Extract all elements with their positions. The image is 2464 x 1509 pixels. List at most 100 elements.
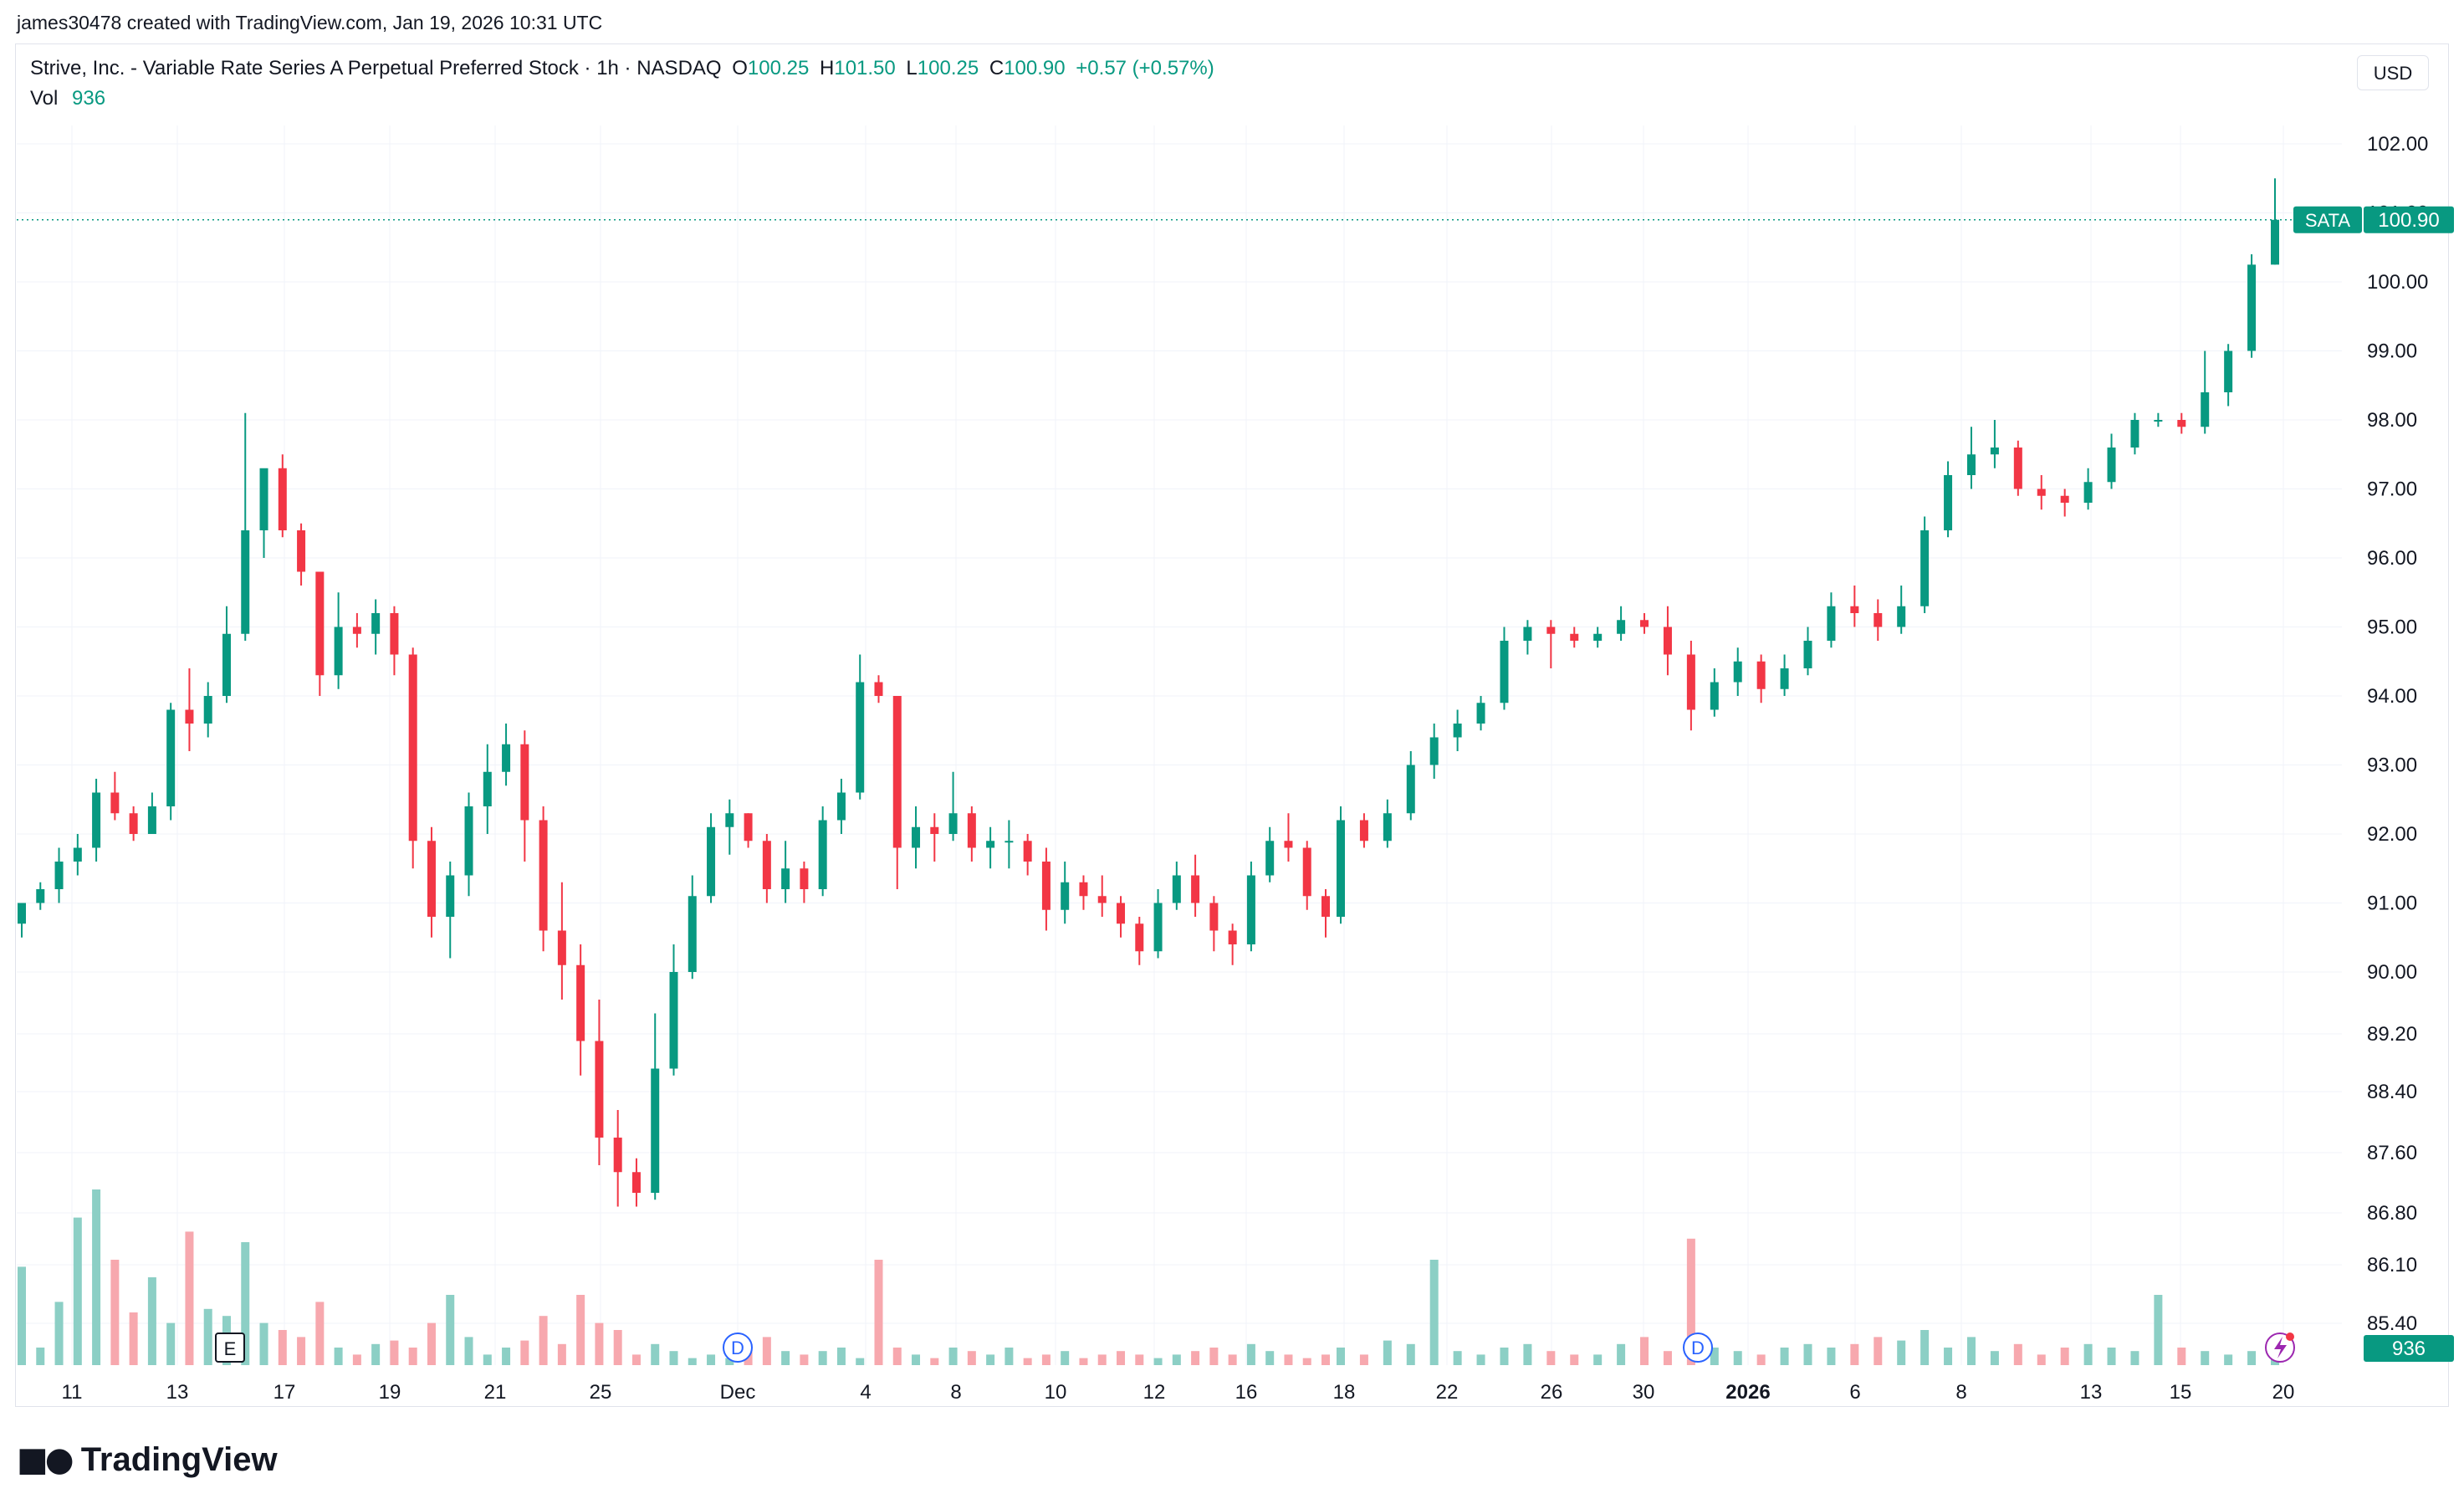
volume-bar: [1756, 1354, 1766, 1365]
currency-button[interactable]: USD: [2357, 55, 2429, 90]
volume-bar: [892, 1348, 902, 1365]
y-tick-label: 88.40: [2367, 1081, 2417, 1103]
candle-body: [2154, 420, 2163, 422]
candle-body: [241, 530, 250, 634]
candle-body: [688, 896, 697, 972]
volume-bar: [1593, 1354, 1603, 1365]
candle-body: [2130, 420, 2139, 448]
volume-bar: [1710, 1348, 1719, 1365]
volume-bar: [1406, 1343, 1415, 1365]
y-tick-label: 86.80: [2367, 1202, 2417, 1225]
candle-body: [1097, 896, 1107, 903]
candle-body: [539, 820, 548, 931]
volume-bar: [1827, 1348, 1836, 1365]
candle-body: [1523, 627, 1532, 641]
x-tick-label: 8: [1955, 1381, 1966, 1404]
y-tick-label: 89.20: [2367, 1023, 2417, 1046]
volume-bar: [1209, 1348, 1219, 1365]
candle-body: [1733, 661, 1742, 683]
volume-bar: [1172, 1354, 1181, 1365]
chart-frame[interactable]: [15, 43, 2449, 1407]
candle-body: [483, 771, 492, 806]
y-tick-label: 92.00: [2367, 823, 2417, 846]
candle-body: [874, 682, 883, 696]
volume-bar: [1079, 1358, 1088, 1365]
x-tick-label: 2026: [1725, 1381, 1770, 1404]
volume-bar: [1153, 1358, 1163, 1365]
close-value: 100.90: [1004, 57, 1066, 79]
volume-bar: [427, 1322, 436, 1365]
volume-bar: [390, 1340, 399, 1365]
volume-bar: [762, 1337, 771, 1365]
candle-body: [1023, 841, 1032, 862]
candle-body: [352, 627, 361, 634]
volume-bar: [2224, 1354, 2233, 1365]
volume-bar: [1228, 1354, 1237, 1365]
candle-body: [297, 530, 306, 572]
open-value: 100.25: [747, 57, 810, 79]
volume-bar: [1265, 1351, 1275, 1365]
candle-body: [1228, 930, 1237, 944]
candle-body: [1191, 875, 1200, 903]
volume-bar: [1500, 1348, 1509, 1365]
y-tick-label: 94.00: [2367, 685, 2417, 708]
volume-bar: [595, 1322, 604, 1365]
volume-bar: [185, 1231, 194, 1365]
candle-body: [36, 889, 45, 903]
volume-bar: [36, 1348, 45, 1365]
volume-bar: [1803, 1343, 1812, 1365]
volume-bar: [259, 1322, 268, 1365]
candle-body: [912, 826, 921, 848]
symbol-tag: [2293, 206, 2362, 233]
candle-body: [1117, 903, 1126, 924]
candle-body: [1246, 875, 1255, 944]
volume-bar: [948, 1348, 958, 1365]
candle-body: [1944, 475, 1953, 530]
volume-bar: [1944, 1348, 1953, 1365]
candle-body: [1429, 737, 1439, 765]
y-tick-label: 100.00: [2367, 271, 2428, 294]
volume-bar: [1640, 1337, 1649, 1365]
candle-body: [1617, 620, 1626, 634]
candle-body: [1803, 641, 1812, 668]
volume-bar: [278, 1330, 287, 1365]
candle-body: [92, 792, 101, 848]
candle-body: [2060, 495, 2069, 503]
volume-bar: [930, 1358, 939, 1365]
candle-body: [259, 468, 268, 530]
symbol-legend: Strive, Inc. - Variable Rate Series A Pe…: [30, 57, 1219, 80]
candle-body: [967, 813, 976, 848]
volume-bar: [1546, 1351, 1556, 1365]
candle-body: [222, 633, 231, 696]
high-label: H: [820, 57, 835, 79]
volume-bar: [557, 1343, 566, 1365]
candle-body: [948, 813, 958, 834]
volume-bar: [241, 1242, 250, 1365]
volume-bar: [1523, 1343, 1532, 1365]
candle-body: [2013, 448, 2022, 489]
y-tick-label: 93.00: [2367, 754, 2417, 777]
candle-body: [856, 682, 865, 793]
volume-label: Vol: [30, 87, 59, 110]
volume-bar: [1061, 1351, 1070, 1365]
tradingview-logo[interactable]: ■● TradingView: [17, 1440, 278, 1479]
candle-body: [781, 868, 790, 889]
candle-body: [2177, 420, 2186, 427]
volume-bar: [1990, 1351, 1999, 1365]
high-value: 101.50: [834, 57, 896, 79]
y-tick-label: 85.40: [2367, 1312, 2417, 1335]
symbol-tag-text: SATA: [2305, 210, 2351, 231]
candle-body: [613, 1138, 622, 1173]
candle-body: [1780, 668, 1789, 689]
volume-bar: [315, 1302, 325, 1365]
x-tick-label: 21: [484, 1381, 507, 1404]
candle-body: [1284, 841, 1293, 848]
x-tick-label: 6: [1849, 1381, 1860, 1404]
volume-bar: [1041, 1354, 1051, 1365]
y-tick-label: 95.00: [2367, 616, 2417, 639]
x-tick-label: 30: [1633, 1381, 1655, 1404]
candle-body: [1640, 620, 1649, 627]
volume-bar: [912, 1354, 921, 1365]
candle-body: [725, 813, 734, 827]
